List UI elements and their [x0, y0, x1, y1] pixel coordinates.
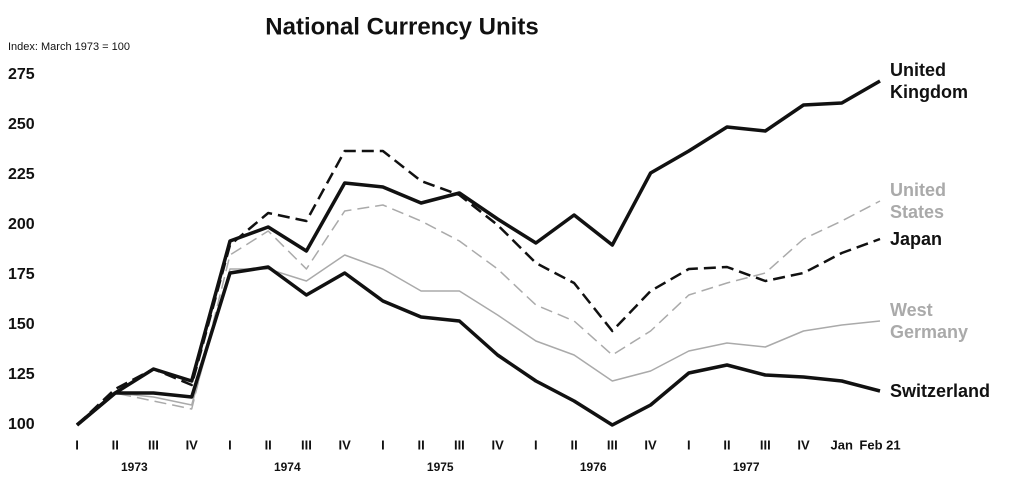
x-tick-label: II — [723, 437, 730, 452]
year-label: 1975 — [427, 460, 454, 474]
chart-title: National Currency Units — [265, 13, 538, 40]
x-tick-label: Jan — [831, 437, 853, 452]
year-label: 1976 — [580, 460, 607, 474]
year-label: 1973 — [121, 460, 148, 474]
x-tick-label: I — [687, 437, 691, 452]
y-tick-label: 100 — [8, 416, 35, 433]
series-label: United States — [890, 180, 946, 222]
x-tick-label: IV — [797, 437, 810, 452]
series-line — [75, 265, 881, 427]
series-label: West Germany — [890, 300, 969, 342]
year-label: 1977 — [733, 460, 760, 474]
year-label: 1974 — [274, 460, 301, 474]
x-tick-label: II — [265, 437, 272, 452]
series-line — [75, 79, 881, 427]
x-tick-label: Feb 21 — [859, 437, 900, 452]
x-tick-label: II — [112, 437, 119, 452]
x-tick-label: III — [607, 437, 618, 452]
series-line — [76, 149, 881, 426]
x-tick-label: IV — [186, 437, 199, 452]
y-tick-label: 200 — [8, 216, 35, 233]
x-tick-label: I — [381, 437, 385, 452]
y-tick-label: 275 — [8, 66, 35, 83]
y-tick-label: 175 — [8, 266, 35, 283]
x-tick-label: IV — [644, 437, 657, 452]
series-label: Japan — [890, 229, 943, 249]
y-tick-label: 150 — [8, 316, 35, 333]
y-tick-label: 250 — [8, 116, 35, 133]
x-tick-label: III — [454, 437, 465, 452]
x-tick-label: II — [418, 437, 425, 452]
y-tick-label: 225 — [8, 166, 35, 183]
x-tick-label: I — [534, 437, 538, 452]
x-tick-label: IV — [491, 437, 504, 452]
y-tick-label: 125 — [8, 366, 35, 383]
series-line — [76, 200, 881, 426]
x-tick-label: III — [301, 437, 312, 452]
series-label: Switzerland — [890, 381, 991, 401]
x-tick-label: III — [148, 437, 159, 452]
series-label: United Kingdom — [890, 60, 968, 102]
x-tick-label: II — [570, 437, 577, 452]
x-tick-label: IV — [339, 437, 352, 452]
x-tick-label: I — [75, 437, 79, 452]
y-axis-label: Index: March 1973 = 100 — [8, 41, 130, 53]
x-tick-label: III — [760, 437, 771, 452]
x-tick-label: I — [228, 437, 232, 452]
